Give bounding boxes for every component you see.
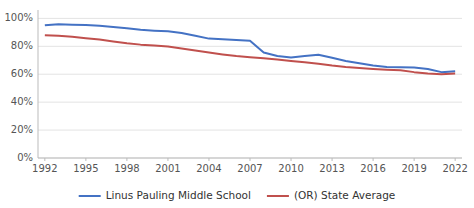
x-tick-label: 1998 [114,163,139,174]
x-tick [332,158,333,161]
grid-line [38,18,462,19]
x-tick-label: 1995 [73,163,98,174]
y-axis-line [38,10,39,158]
grid-line [38,102,462,103]
y-tick-label: 20% [11,124,33,135]
legend: Linus Pauling Middle School (OR) State Av… [79,189,396,201]
legend-item: (OR) State Average [267,189,395,201]
grid-line [38,74,462,75]
x-tick-label: 2010 [278,163,303,174]
x-tick [414,158,415,161]
legend-swatch [267,195,289,197]
x-tick-label: 2001 [155,163,180,174]
chart: 0% 20% 40% 60% 80% 100% 1992 1995 1998 2001 2004 20… [0,0,474,208]
x-tick-label: 2007 [237,163,262,174]
axes: 0% 20% 40% 60% 80% 100% 1992 1995 1998 2001 2004 20… [4,10,467,174]
x-tick [208,158,209,161]
y-tick-label: 80% [11,40,33,51]
x-tick [373,158,374,161]
x-tick [291,158,292,161]
x-tick [85,158,86,161]
y-tick-label: 0% [17,152,33,163]
grid-line [38,130,462,131]
series-line [45,24,455,72]
legend-label: Linus Pauling Middle School [106,189,251,201]
y-tick-label: 60% [11,68,33,79]
x-tick [455,158,456,161]
x-tick-label: 2022 [442,163,467,174]
grid-line [38,46,462,47]
x-tick [44,158,45,161]
y-tick-label: 40% [11,96,33,107]
series-line [45,35,455,74]
legend-label: (OR) State Average [294,189,395,201]
legend-item: Linus Pauling Middle School [79,189,251,201]
x-tick-label: 2004 [196,163,221,174]
plot-area [45,24,455,74]
y-tick-label: 100% [4,12,33,23]
page: {"chart_data": {"type": "line", "x": [19… [0,0,474,208]
x-tick [126,158,127,161]
x-tick [250,158,251,161]
x-tick [167,158,168,161]
x-tick-label: 2013 [319,163,344,174]
x-tick-label: 2016 [360,163,385,174]
x-tick-label: 1992 [32,163,57,174]
legend-swatch [79,195,101,197]
x-tick-label: 2019 [401,163,426,174]
